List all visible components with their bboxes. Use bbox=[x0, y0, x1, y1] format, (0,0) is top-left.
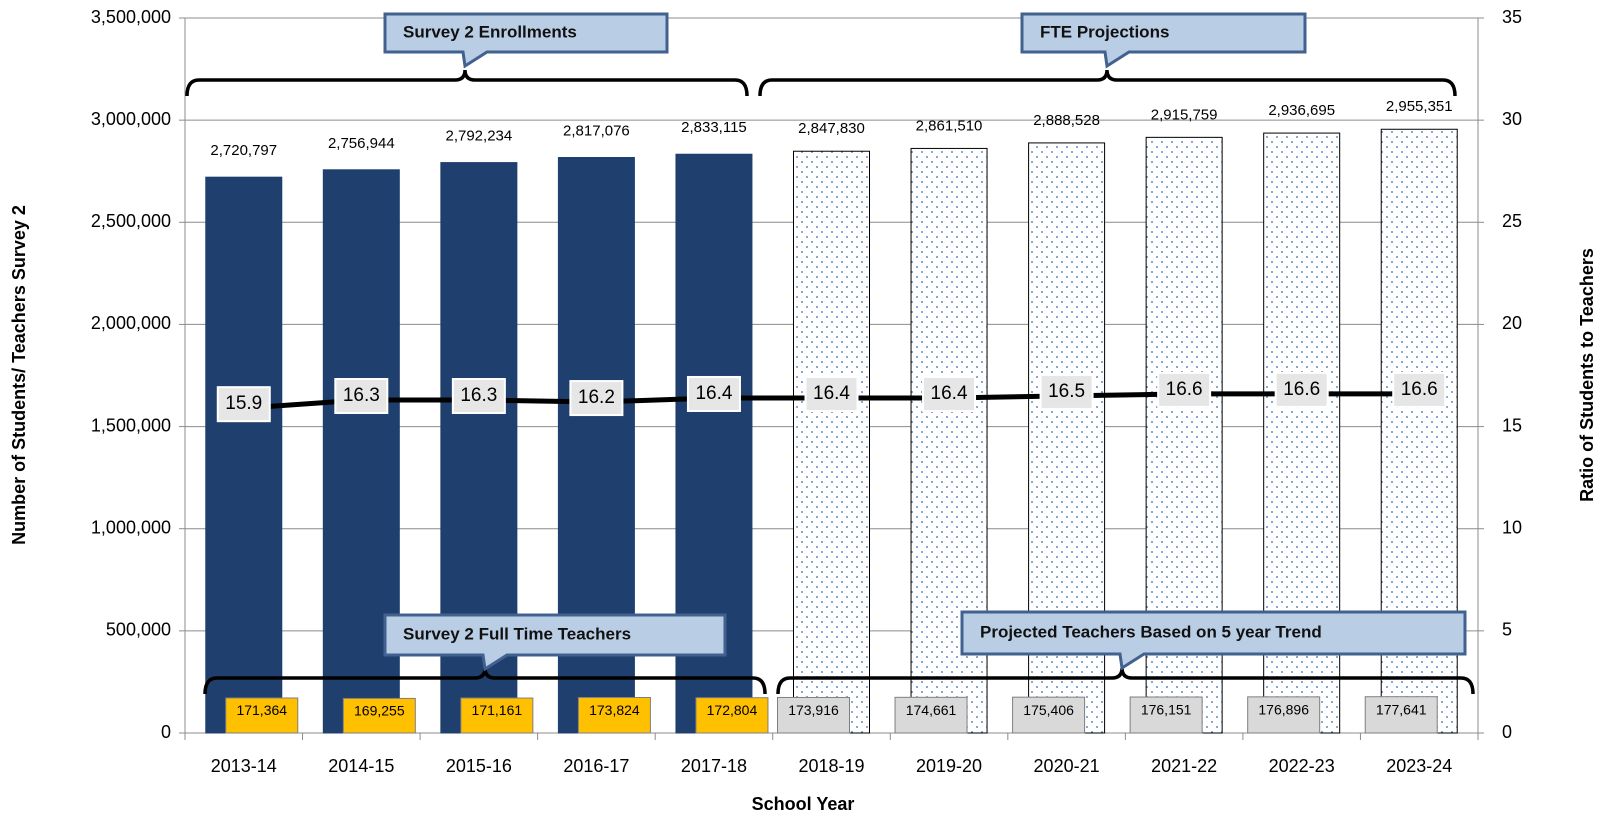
y-tick-label: 3,500,000 bbox=[91, 7, 171, 27]
teacher-bar bbox=[225, 697, 299, 734]
teacher-value-label: 176,151 bbox=[1141, 702, 1192, 718]
ratio-label-box bbox=[686, 375, 741, 412]
teacher-bar bbox=[577, 696, 651, 734]
x-tick-label: 2021-22 bbox=[1151, 756, 1217, 776]
teacher-value-label: 172,804 bbox=[707, 702, 758, 718]
bar-value-label: 2,833,115 bbox=[681, 119, 747, 136]
y-axis-title: Number of Students/ Teachers Survey 2 bbox=[9, 205, 29, 545]
ratio-label-box bbox=[1274, 371, 1329, 408]
x-tick-label: 2015-16 bbox=[446, 756, 512, 776]
brace bbox=[758, 69, 1457, 97]
teacher-value-label: 173,824 bbox=[589, 702, 640, 718]
callout-box bbox=[1020, 12, 1307, 69]
y2-tick-label: 10 bbox=[1502, 517, 1522, 537]
teacher-value-label: 169,255 bbox=[354, 702, 405, 718]
y2-tick-label: 30 bbox=[1502, 109, 1522, 129]
callout-box bbox=[383, 613, 727, 672]
teacher-bar bbox=[1129, 696, 1203, 734]
ratio-label-box bbox=[1392, 371, 1447, 408]
y2-tick-label: 35 bbox=[1502, 7, 1522, 27]
brace bbox=[185, 69, 749, 97]
callout-label: Survey 2 Enrollments bbox=[403, 22, 577, 41]
y-tick-label: 500,000 bbox=[106, 620, 171, 640]
x-tick-label: 2014-15 bbox=[328, 756, 394, 776]
y-tick-label: 1,500,000 bbox=[91, 415, 171, 435]
y-tick-label: 3,000,000 bbox=[91, 109, 171, 129]
callout-box bbox=[960, 610, 1467, 671]
ratio-label-box bbox=[451, 378, 506, 415]
bar-value-label: 2,817,076 bbox=[563, 122, 630, 139]
x-tick-label: 2020-21 bbox=[1034, 756, 1100, 776]
x-axis-title: School Year bbox=[752, 794, 855, 814]
bar-value-label: 2,888,528 bbox=[1033, 112, 1100, 129]
bar bbox=[793, 150, 870, 734]
ratio-label: 16.4 bbox=[813, 383, 850, 404]
y2-tick-label: 0 bbox=[1502, 722, 1512, 742]
teacher-value-label: 171,161 bbox=[472, 702, 523, 718]
callout-box bbox=[383, 12, 669, 69]
ratio-label-box bbox=[569, 380, 624, 417]
y2-axis-title: Ratio of Students to Teachers bbox=[1577, 248, 1597, 502]
ratio-label: 16.6 bbox=[1283, 379, 1320, 400]
callout-label: Survey 2 Full Time Teachers bbox=[403, 624, 631, 643]
y2-tick-label: 25 bbox=[1502, 211, 1522, 231]
teacher-bar bbox=[695, 697, 769, 734]
ratio-label-box bbox=[334, 378, 389, 415]
y2-tick-label: 5 bbox=[1502, 620, 1512, 640]
bar-value-label: 2,955,351 bbox=[1386, 98, 1453, 115]
teacher-value-label: 175,406 bbox=[1023, 702, 1074, 718]
teacher-value-label: 176,896 bbox=[1258, 702, 1309, 718]
x-tick-label: 2019-20 bbox=[916, 756, 982, 776]
y2-tick-label: 15 bbox=[1502, 415, 1522, 435]
bar-value-label: 2,847,830 bbox=[798, 120, 865, 137]
teacher-value-label: 174,661 bbox=[906, 702, 957, 718]
bar-value-label: 2,915,759 bbox=[1151, 106, 1218, 123]
ratio-label: 16.5 bbox=[1048, 381, 1085, 402]
callout-label: Projected Teachers Based on 5 year Trend bbox=[980, 622, 1322, 641]
ratio-label: 16.4 bbox=[695, 383, 732, 404]
teacher-value-label: 173,916 bbox=[788, 702, 839, 718]
x-tick-label: 2022-23 bbox=[1269, 756, 1335, 776]
y-tick-label: 1,000,000 bbox=[91, 517, 171, 537]
x-tick-label: 2016-17 bbox=[563, 756, 629, 776]
brace bbox=[776, 667, 1475, 695]
ratio-label: 15.9 bbox=[225, 393, 262, 414]
ratio-label-box bbox=[804, 375, 859, 412]
callout-label: FTE Projections bbox=[1040, 22, 1169, 41]
teacher-bar bbox=[1247, 696, 1321, 734]
teacher-bar bbox=[777, 696, 850, 734]
ratio-label: 16.2 bbox=[578, 387, 615, 408]
ratio-label-box bbox=[922, 375, 977, 412]
bar-value-label: 2,861,510 bbox=[916, 117, 983, 134]
y-tick-label: 2,500,000 bbox=[91, 211, 171, 231]
bar-value-label: 2,756,944 bbox=[328, 135, 395, 152]
bar-value-label: 2,936,695 bbox=[1268, 102, 1335, 119]
y-tick-label: 2,000,000 bbox=[91, 313, 171, 333]
ratio-label-box bbox=[1039, 373, 1094, 410]
x-tick-label: 2013-14 bbox=[211, 756, 277, 776]
x-tick-label: 2018-19 bbox=[798, 756, 864, 776]
ratio-label-box bbox=[1157, 371, 1212, 408]
teacher-bar bbox=[894, 696, 968, 734]
teacher-value-label: 177,641 bbox=[1376, 702, 1427, 718]
bar bbox=[205, 176, 283, 734]
y-tick-label: 0 bbox=[161, 722, 171, 742]
ratio-label: 16.4 bbox=[931, 383, 968, 404]
bar-value-label: 2,720,797 bbox=[210, 142, 277, 159]
x-tick-label: 2017-18 bbox=[681, 756, 747, 776]
teacher-value-label: 171,364 bbox=[236, 702, 287, 718]
teacher-bar bbox=[1364, 696, 1438, 734]
teacher-bar bbox=[1012, 696, 1086, 734]
teacher-bar bbox=[342, 697, 416, 734]
ratio-label: 16.3 bbox=[460, 385, 497, 406]
ratio-label-box bbox=[216, 386, 271, 423]
teacher-bar bbox=[460, 697, 534, 734]
bar-value-label: 2,792,234 bbox=[445, 128, 512, 145]
ratio-label: 16.6 bbox=[1401, 379, 1438, 400]
x-tick-label: 2023-24 bbox=[1386, 756, 1452, 776]
y2-tick-label: 20 bbox=[1502, 313, 1522, 333]
ratio-label: 16.6 bbox=[1166, 379, 1203, 400]
ratio-label: 16.3 bbox=[343, 385, 380, 406]
